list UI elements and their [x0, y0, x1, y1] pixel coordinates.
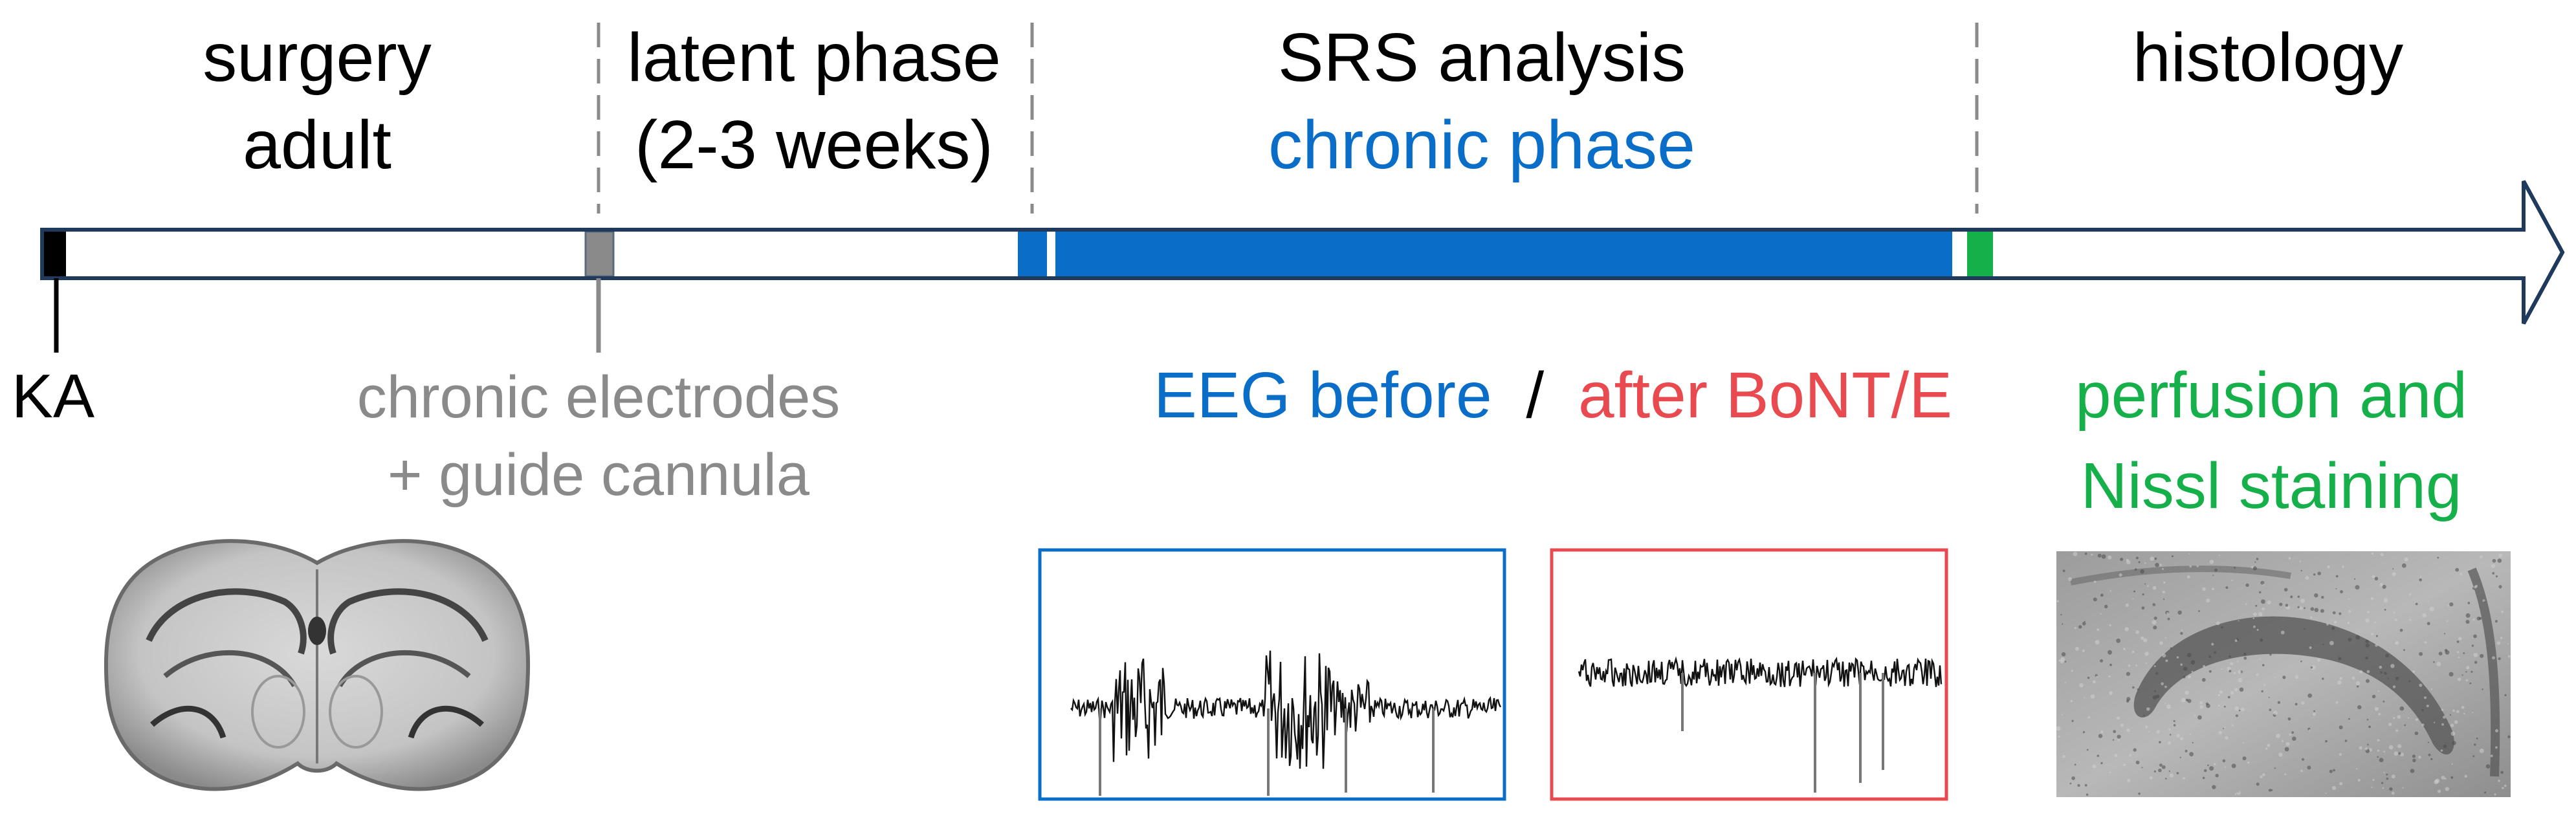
- phase-srs-title: SRS analysis: [1278, 19, 1686, 96]
- phase-surgery-title: surgery: [203, 19, 431, 96]
- band-gap-end: [1952, 232, 1961, 276]
- eeg-after-panel: [1550, 548, 1948, 801]
- electrodes-label-line2: + guide cannula: [388, 442, 810, 508]
- chronic-phase-band: [1018, 232, 1954, 276]
- phase-surgery-subtitle: adult: [243, 107, 391, 183]
- phase-srs-subtitle: chronic phase: [1268, 107, 1695, 183]
- perfusion-marker: [1967, 232, 1993, 276]
- eeg-before-trace: [1070, 650, 1502, 796]
- phase-latent-title: latent phase: [627, 19, 1001, 96]
- perfusion-label-line2: Nissl staining: [2080, 450, 2461, 522]
- phase-latent-subtitle: (2-3 weeks): [635, 107, 993, 183]
- ka-marker: [43, 232, 66, 276]
- eeg-label: EEG before / after BoNT/E: [1154, 359, 1952, 432]
- band-gap-start: [1047, 232, 1055, 276]
- hippocampus-nissl-image: [2056, 551, 2511, 797]
- timeline-arrow: [40, 180, 2565, 325]
- phase-histology-title: histology: [2133, 19, 2403, 96]
- eeg-separator: /: [1526, 359, 1544, 432]
- eeg-before-label: EEG before: [1154, 359, 1492, 432]
- eeg-before-panel: [1038, 548, 1506, 801]
- eeg-after-label: after BoNT/E: [1578, 359, 1952, 432]
- brain-section-image: [104, 539, 531, 791]
- eeg-after-trace: [1578, 656, 1943, 793]
- ka-label: KA: [12, 362, 94, 431]
- electrodes-marker: [584, 230, 615, 278]
- perfusion-label-line1: perfusion and: [2075, 359, 2467, 432]
- electrodes-label-line1: chronic electrodes: [357, 364, 841, 430]
